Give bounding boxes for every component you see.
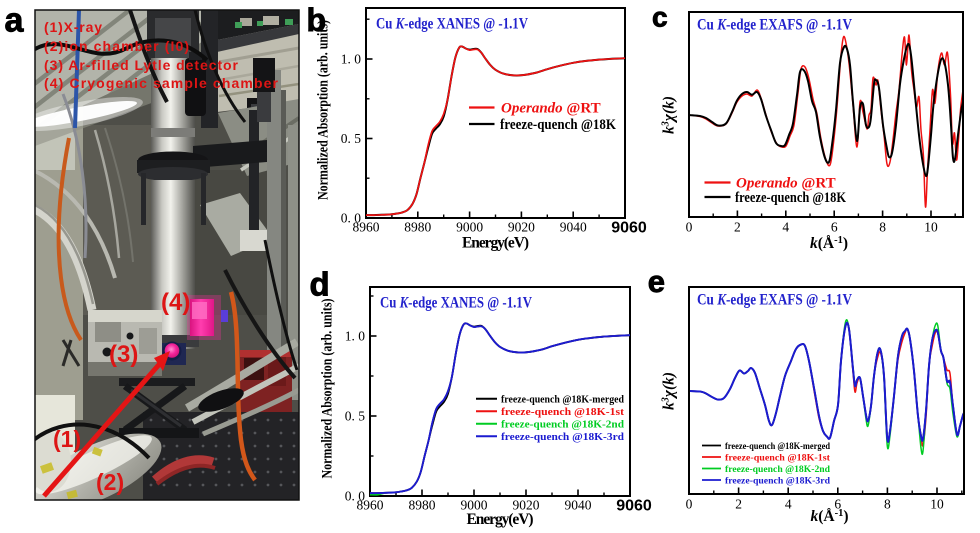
svg-text:8980: 8980 [409, 498, 436, 513]
svg-text:9060: 9060 [616, 498, 652, 515]
svg-text:8980: 8980 [404, 220, 431, 235]
svg-text:b: b [307, 2, 327, 38]
svg-text:Normalized Absorption (arb. un: Normalized Absorption (arb. units) [316, 20, 332, 200]
svg-text:0. 0: 0. 0 [345, 489, 366, 504]
svg-text:10: 10 [930, 497, 944, 512]
svg-text:Energy(eV): Energy(eV) [467, 511, 534, 528]
svg-text:9000: 9000 [456, 220, 483, 235]
svg-text:0. 5: 0. 5 [345, 409, 366, 424]
svg-text:(1)X-ray: (1)X-ray [44, 19, 102, 35]
svg-text:Cu K-edge EXAFS @ -1.1V: Cu K-edge EXAFS @ -1.1V [697, 292, 853, 309]
svg-text:4: 4 [782, 220, 789, 235]
svg-text:10: 10 [924, 220, 938, 235]
svg-text:freeze-quench @18K-merged: freeze-quench @18K-merged [501, 393, 624, 405]
svg-text:freeze-quench @18K: freeze-quench @18K [735, 190, 846, 206]
svg-text:Operando @RT: Operando @RT [501, 101, 601, 117]
svg-text:2: 2 [735, 497, 742, 512]
svg-text:0: 0 [686, 497, 693, 512]
svg-text:6: 6 [834, 497, 841, 512]
svg-text:Normalized Absorption (arb. un: Normalized Absorption (arb. units) [320, 298, 336, 478]
svg-text:8960: 8960 [357, 498, 384, 513]
svg-text:Cu K-edge XANES @ -1.1V: Cu K-edge XANES @ -1.1V [380, 295, 533, 312]
svg-text:9040: 9040 [565, 498, 592, 513]
svg-text:0: 0 [686, 220, 693, 235]
svg-text:4: 4 [785, 497, 792, 512]
svg-text:a: a [5, 2, 25, 40]
svg-text:freeze-quench @18K-1st: freeze-quench @18K-1st [725, 454, 831, 464]
svg-text:k(Å-1): k(Å-1) [810, 235, 848, 253]
svg-text:k3χ(k): k3χ(k) [660, 372, 678, 410]
svg-text:Energy(eV): Energy(eV) [462, 235, 529, 252]
svg-text:freeze-quench @18K-3rd: freeze-quench @18K-3rd [725, 477, 831, 487]
svg-text:0. 5: 0. 5 [341, 131, 362, 146]
svg-text:1. 0: 1. 0 [345, 329, 366, 344]
svg-text:freeze-quench @18K-1st: freeze-quench @18K-1st [501, 406, 624, 418]
svg-text:Cu K-edge EXAFS @ -1.1V: Cu K-edge EXAFS @ -1.1V [697, 17, 853, 34]
svg-text:2: 2 [734, 220, 741, 235]
svg-text:d: d [310, 266, 330, 303]
svg-text:0. 0: 0. 0 [341, 211, 362, 226]
svg-text:8: 8 [884, 497, 891, 512]
svg-text:9020: 9020 [513, 498, 540, 513]
svg-text:freeze-quench @18K-merged: freeze-quench @18K-merged [725, 442, 831, 452]
svg-text:6: 6 [831, 220, 838, 235]
svg-text:(2)ion chamber (I0): (2)ion chamber (I0) [44, 38, 189, 54]
svg-text:9000: 9000 [461, 498, 488, 513]
svg-text:freeze-quench @18K-3rd: freeze-quench @18K-3rd [501, 431, 624, 443]
svg-text:Operando @RT: Operando @RT [736, 176, 836, 192]
svg-text:9040: 9040 [560, 220, 587, 235]
svg-text:k3χ(k): k3χ(k) [660, 96, 678, 134]
svg-text:1. 0: 1. 0 [341, 52, 362, 67]
svg-text:(3): (3) [109, 341, 138, 368]
svg-text:c: c [652, 1, 668, 32]
svg-text:(4): (4) [161, 289, 190, 316]
svg-text:k(Å-1): k(Å-1) [810, 508, 848, 526]
svg-text:Cu K-edge XANES @ -1.1V: Cu K-edge XANES @ -1.1V [376, 16, 529, 33]
svg-text:(1): (1) [53, 426, 81, 452]
svg-text:(4) Cryogenic sample chamber: (4) Cryogenic sample chamber [44, 75, 279, 91]
svg-text:8: 8 [879, 220, 886, 235]
svg-text:9020: 9020 [508, 220, 535, 235]
svg-text:(2): (2) [96, 469, 124, 495]
svg-text:9060: 9060 [611, 220, 647, 237]
svg-text:e: e [648, 264, 665, 299]
svg-text:(3) Ar-filled Lytle detector: (3) Ar-filled Lytle detector [44, 57, 239, 73]
svg-text:freeze-quench @18K-2nd: freeze-quench @18K-2nd [725, 465, 831, 475]
svg-text:freeze-quench @18K-2nd: freeze-quench @18K-2nd [501, 418, 624, 430]
svg-text:8960: 8960 [353, 220, 380, 235]
svg-text:freeze-quench @18K: freeze-quench @18K [500, 117, 616, 133]
